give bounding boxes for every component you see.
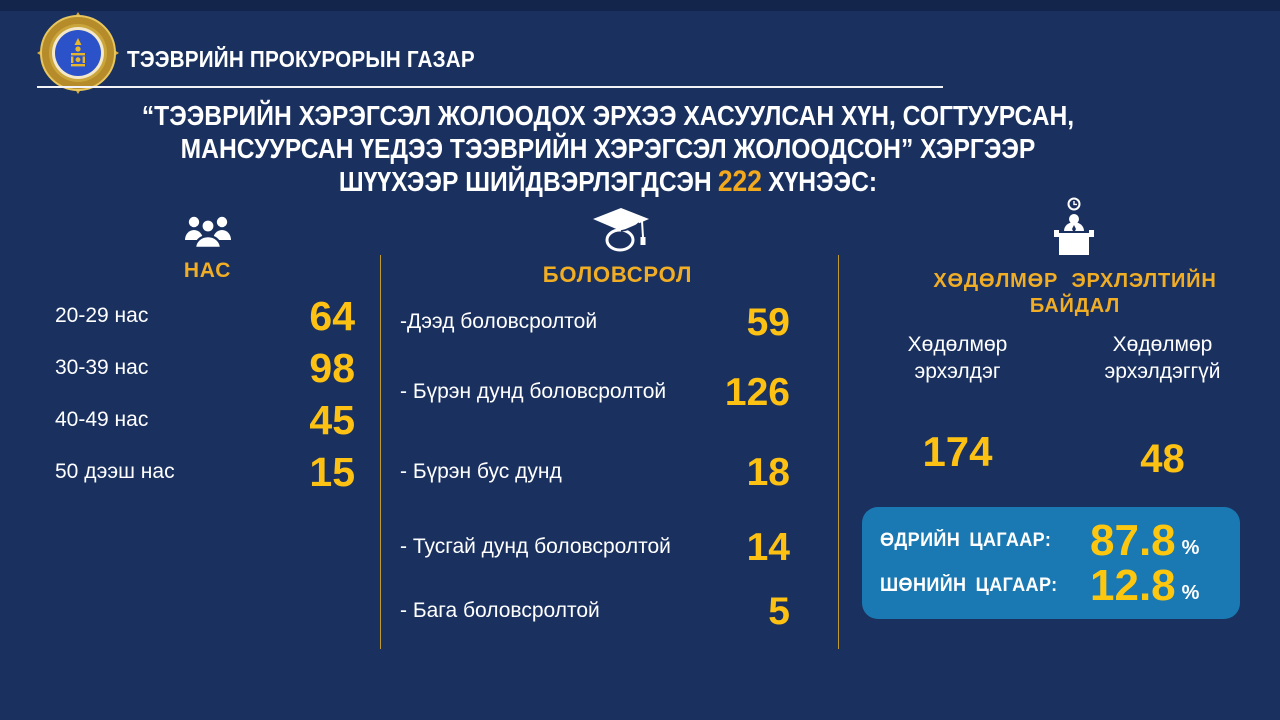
age-rows: 20-29 нас 64 30-39 нас 98 40-49 нас 45 5… [55,290,355,498]
age-section-heading: НАС [183,259,232,282]
header-divider-line [37,86,943,88]
age-row-value: 64 [309,292,355,339]
education-section-heading: БОЛОВСРОЛ [542,262,693,287]
daytime-row: ӨДРИЙН ЦАГААР: 87.8 % [880,518,1240,563]
age-row-label: 20-29 нас [55,304,149,327]
worker-desk-clock-icon [1046,197,1102,257]
age-row-value: 15 [309,448,355,495]
employed-value: 174 [922,428,993,475]
employed-stat: Хөдөлмөр эрхэлдэг 174 [855,331,1060,479]
age-row: 50 дээш нас 15 [55,446,355,498]
nighttime-label: ШӨНИЙН ЦАГААР: [880,574,1058,596]
employment-section-heading: ХӨДӨЛМӨР ЭРХЛЭЛТИЙН БАЙДАЛ [880,269,1270,319]
nighttime-value: 12.8 [1090,560,1176,610]
age-row: 40-49 нас 45 [55,394,355,446]
employment-heading-line-1: ХӨДӨЛМӨР ЭРХЛЭЛТИЙН [933,270,1217,292]
unemployed-value: 48 [1140,437,1185,481]
top-strip [0,0,1280,11]
unemployed-stat: Хөдөлмөр эрхэлдэггүй 48 [1060,331,1265,479]
education-row: -Дээд боловсролтой 59 [400,292,800,352]
age-row-value: 45 [309,396,355,443]
education-row-value: 14 [746,525,790,569]
graduation-cap-icon [592,206,652,256]
employment-heading-line-2: БАЙДАЛ [1029,295,1121,317]
slide-title: “ТЭЭВРИЙН ХЭРЭГСЭЛ ЖОЛООДОХ ЭРХЭЭ ХАСУУЛ… [62,99,1153,198]
education-row: - Тусгай дунд боловсролтой 14 [400,512,800,582]
time-of-day-panel: ӨДРИЙН ЦАГААР: 87.8 % ШӨНИЙН ЦАГААР: 12.… [862,507,1240,619]
column-divider-left [380,255,381,649]
education-row-value: 126 [724,370,790,414]
education-row: - Бүрэн дунд боловсролтой 126 [400,352,800,432]
education-row-label: - Тусгай дунд боловсролтой [400,535,671,558]
age-row-label: 50 дээш нас [55,460,175,483]
unemployed-label: Хөдөлмөр эрхэлдэггүй [1104,333,1221,383]
title-line-2: МАНСУУРСАН ҮЕДЭЭ ТЭЭВРИЙН ХЭРЭГСЭЛ ЖОЛОО… [180,133,1036,164]
education-row-label: -Дээд боловсролтой [400,310,598,333]
education-rows: -Дээд боловсролтой 59 - Бүрэн дунд болов… [400,292,800,640]
daytime-value: 87.8 [1090,515,1176,565]
nighttime-percent-sign: % [1181,582,1200,604]
title-line-1: “ТЭЭВРИЙН ХЭРЭГСЭЛ ЖОЛООДОХ ЭРХЭЭ ХАСУУЛ… [141,100,1075,131]
employed-label: Хөдөлмөр эрхэлдэг [907,333,1008,383]
education-row-label: - Бүрэн бус дунд [400,460,562,483]
age-row-label: 40-49 нас [55,408,149,431]
education-row-label: - Бага боловсролтой [400,599,600,622]
total-count: 222 [717,165,762,198]
column-divider-right [838,255,839,649]
people-group-icon [183,212,233,256]
nighttime-row: ШӨНИЙН ЦАГААР: 12.8 % [880,563,1240,608]
age-row: 30-39 нас 98 [55,342,355,394]
education-row: - Бага боловсролтой 5 [400,582,800,640]
education-row-label: - Бүрэн дунд боловсролтой [400,380,667,403]
education-row-value: 18 [746,450,790,494]
org-name: ТЭЭВРИЙН ПРОКУРОРЫН ГАЗАР [127,46,475,72]
daytime-label: ӨДРИЙН ЦАГААР: [880,529,1052,551]
education-row: - Бүрэн бус дунд 18 [400,432,800,512]
age-row: 20-29 нас 64 [55,290,355,342]
age-row-value: 98 [309,344,355,391]
employment-columns: Хөдөлмөр эрхэлдэг 174 Хөдөлмөр эрхэлдэгг… [855,331,1265,479]
prosecutor-office-emblem-logo [37,12,119,94]
education-row-value: 5 [768,589,790,633]
title-line-3: ШҮҮХЭЭР ШИЙДВЭРЛЭГДСЭН 222 ХҮНЭЭС: [338,165,878,198]
education-row-value: 59 [746,300,790,344]
daytime-percent-sign: % [1181,537,1200,559]
age-row-label: 30-39 нас [55,356,149,379]
